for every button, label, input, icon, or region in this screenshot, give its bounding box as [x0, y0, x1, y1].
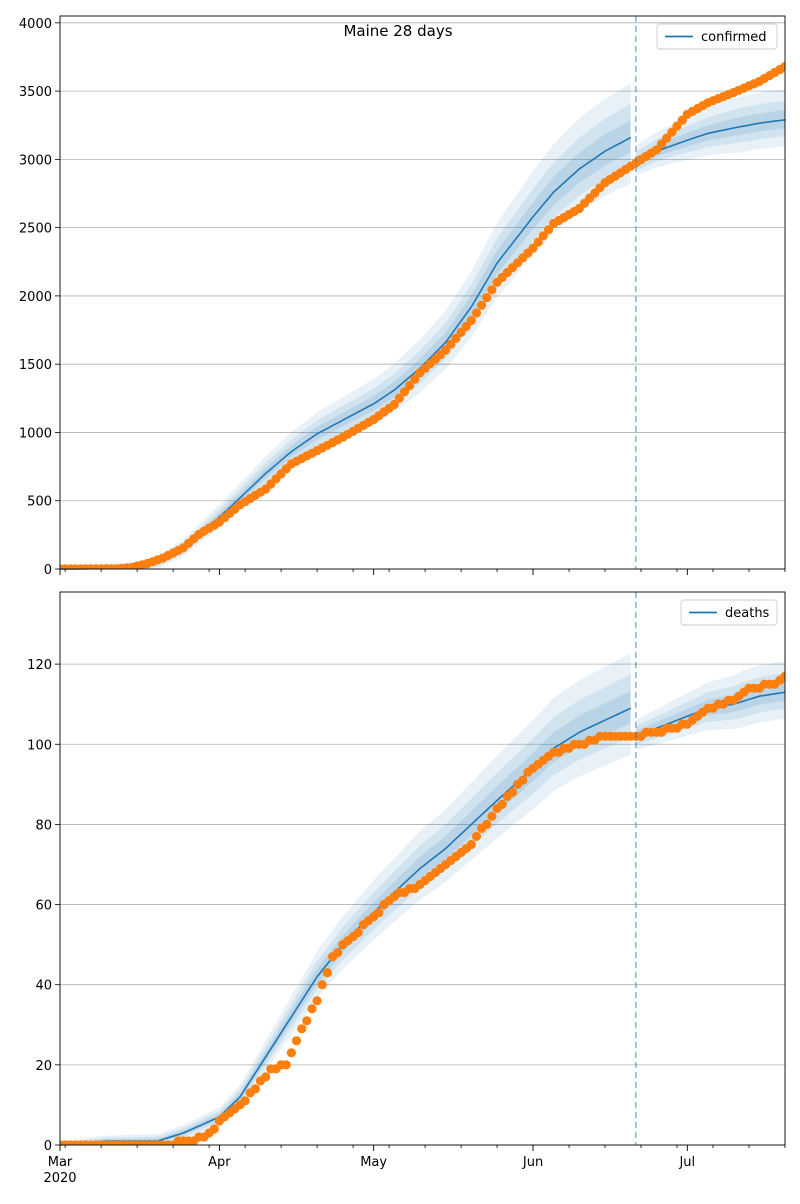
observed-point [451, 333, 461, 343]
observed-point [286, 1048, 296, 1058]
observed-point [538, 231, 548, 241]
x-tick-label: Mar [48, 1155, 73, 1170]
observed-point [471, 308, 482, 318]
band-forecast [635, 109, 785, 167]
observed-point [374, 908, 384, 918]
observed-point [302, 1016, 312, 1026]
x-tick-label: Jun [522, 1155, 543, 1170]
observed-point [487, 285, 497, 295]
x-tick-label: May [360, 1155, 387, 1170]
band-history [60, 104, 631, 569]
band-history [60, 674, 631, 1145]
observed-point [405, 380, 415, 391]
y-tick-label: 60 [35, 899, 52, 914]
observed-point [394, 393, 404, 403]
observed-point [518, 775, 528, 785]
band-history [60, 653, 631, 1145]
uncertainty-bands [60, 83, 785, 569]
observed-point [471, 831, 482, 842]
observed-point [312, 996, 322, 1006]
y-tick-label: 0 [44, 563, 52, 578]
observed-point [482, 819, 492, 830]
observed-point [477, 300, 487, 310]
observed-point [667, 127, 677, 137]
figure-title: Maine 28 days [343, 22, 452, 40]
observed-point [482, 293, 492, 303]
observed-point [317, 980, 327, 990]
observed-point [261, 1072, 271, 1082]
y-tick-label: 500 [27, 495, 52, 510]
legend-label: deaths [725, 606, 770, 621]
y-tick-label: 120 [27, 658, 52, 673]
y-tick-label: 1500 [19, 358, 52, 373]
chart-panel-1: 0 500 1000 1500 2000 2500 3000 3500 4000 confirme… [19, 15, 786, 578]
x-tick-sublabel: 2020 [43, 1171, 76, 1186]
observed-point [291, 1036, 302, 1046]
y-tick-label: 4000 [19, 17, 52, 32]
band-history [60, 83, 631, 569]
observed-point [389, 399, 399, 410]
observed-points [60, 671, 785, 1145]
observed-point [780, 61, 785, 72]
observed-point [672, 121, 682, 131]
band-forecast [635, 100, 785, 171]
observed-point [507, 787, 518, 798]
x-tick-label: Jul [678, 1155, 695, 1170]
y-tick-label: 3000 [19, 153, 52, 168]
observed-point [662, 133, 672, 143]
y-tick-label: 80 [35, 818, 52, 833]
observed-point [353, 928, 363, 938]
axes-frame [59, 15, 786, 570]
series-line-history [60, 136, 632, 570]
y-tick-label: 2000 [19, 290, 52, 305]
legend-box [656, 23, 778, 50]
legend-label: confirmed [701, 30, 767, 45]
observed-point [466, 316, 476, 326]
band-history [60, 120, 631, 569]
observed-point [780, 671, 785, 681]
axes-frame [59, 591, 786, 1146]
band-history [60, 690, 631, 1145]
y-tick-label: 0 [44, 1139, 52, 1154]
observed-point [533, 237, 543, 247]
observed-point [399, 387, 410, 397]
observed-point [250, 1084, 260, 1094]
observed-points [60, 61, 785, 569]
observed-point [281, 1060, 291, 1070]
observed-point [333, 948, 343, 958]
observed-point [307, 1004, 317, 1014]
y-tick-label: 100 [27, 738, 52, 753]
observed-point [240, 1096, 250, 1106]
x-tick-label: Apr [208, 1155, 231, 1170]
y-tick-label: 3500 [19, 85, 52, 100]
legend: confirmed [656, 23, 778, 50]
legend-box [680, 599, 778, 626]
observed-point [209, 1124, 219, 1134]
observed-point [466, 839, 476, 850]
y-tick-label: 20 [35, 1059, 52, 1074]
legend: deaths [680, 599, 778, 626]
observed-point [410, 374, 420, 384]
observed-point [528, 243, 538, 253]
observed-point [297, 1024, 307, 1034]
observed-point [487, 811, 497, 822]
observed-point [322, 968, 332, 978]
observed-point [497, 799, 507, 810]
observed-point [543, 225, 554, 235]
observed-point [441, 345, 451, 355]
y-tick-label: 2500 [19, 222, 52, 237]
y-tick-label: 40 [35, 979, 52, 994]
y-tick-label: 1000 [19, 426, 52, 441]
